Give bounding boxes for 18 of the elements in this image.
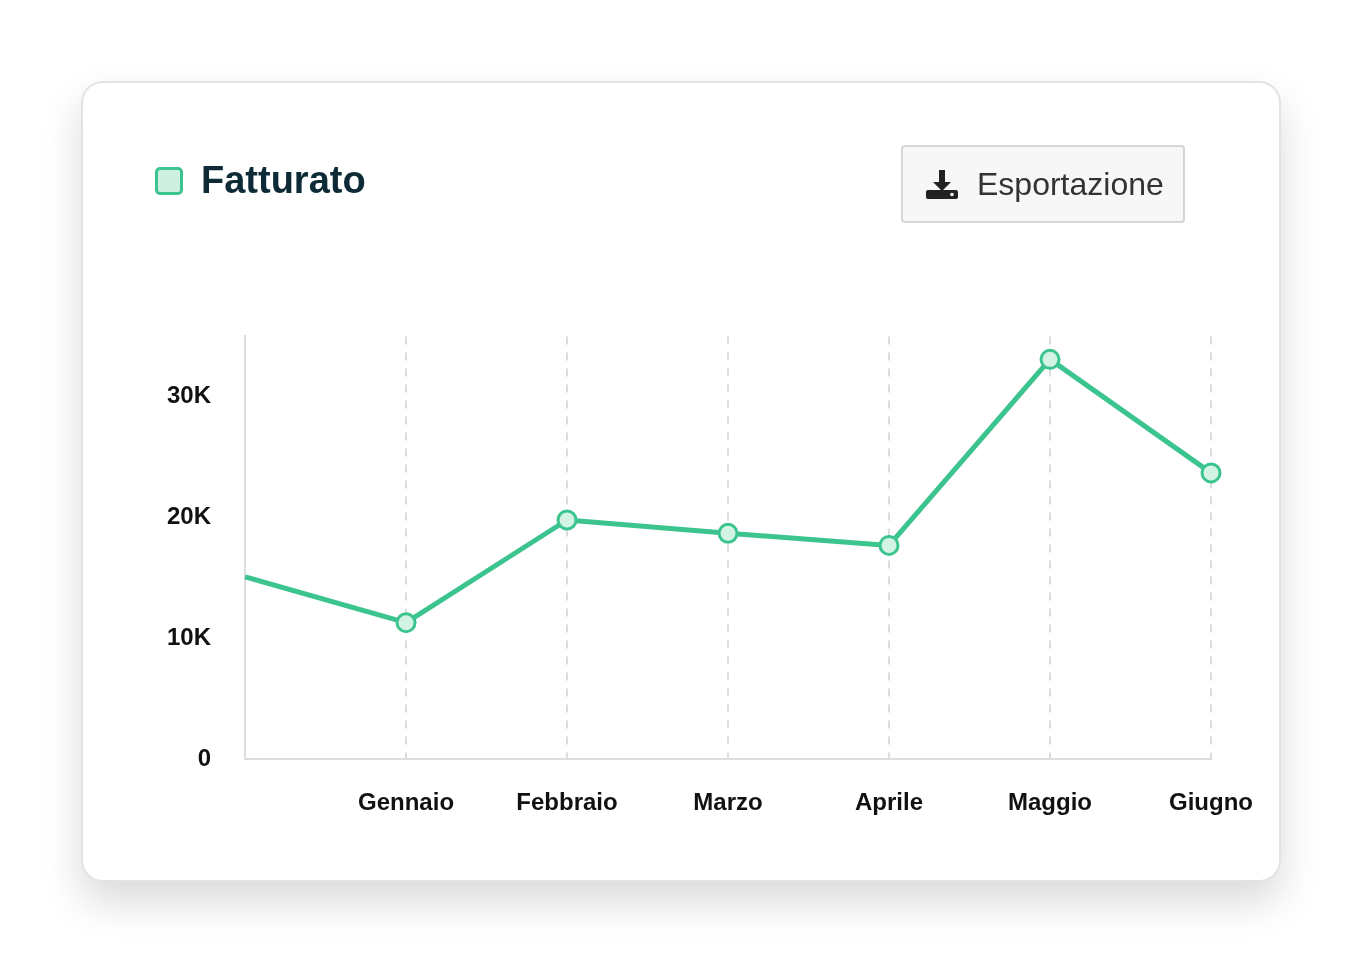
- point: [1039, 348, 1061, 370]
- legend-label: Fatturato: [201, 159, 366, 202]
- point: [717, 522, 739, 544]
- text: Esportazione: [977, 165, 1164, 203]
- point: [878, 534, 900, 556]
- x-tick-label: Aprile: [855, 788, 924, 816]
- point: [1200, 462, 1222, 484]
- y-tick-label: 0: [197, 743, 212, 771]
- point: [395, 612, 417, 634]
- y-tick-label: 10K: [167, 623, 212, 651]
- x-tick-label: Giugno: [1169, 788, 1253, 816]
- x-tick-label: Maggio: [1008, 788, 1093, 816]
- x-tick-label: Marzo: [693, 788, 763, 816]
- x-tick-label: Febbraio: [516, 788, 618, 816]
- y-tick-label: 30K: [167, 381, 212, 409]
- y-tick-label: 20K: [167, 502, 212, 530]
- x-tick-label: Gennaio: [358, 788, 455, 816]
- point: [556, 509, 578, 531]
